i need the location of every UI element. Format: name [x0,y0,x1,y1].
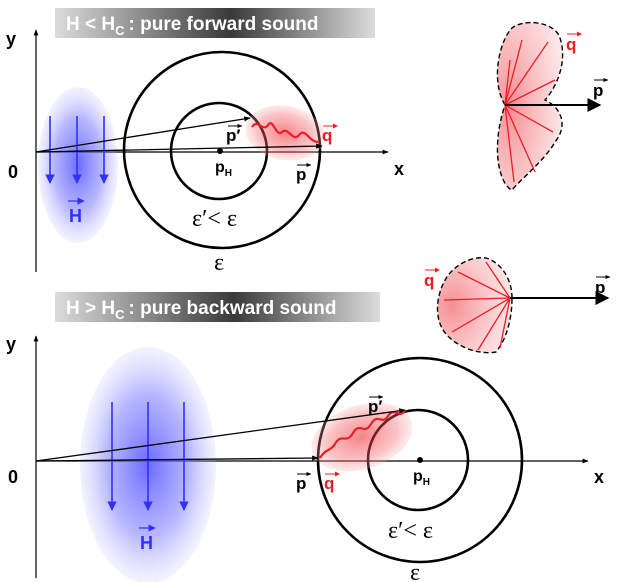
top-banner [55,8,375,38]
top-p-prime-vector [35,116,251,153]
top-p-prime-label: p′ [226,126,240,145]
top-lobe-shape [496,21,564,191]
top-p-vector [35,143,323,153]
top-origin-label: 0 [8,162,18,182]
top-p-label: p [296,165,306,184]
bottom-origin-label: 0 [8,467,18,487]
bottom-banner-text: H > HC: pure backward sound [66,298,336,322]
bottom-p-prime-label: p′ [368,397,382,416]
top-lobe-inset: p q [496,21,609,191]
top-phonon-path [251,122,319,144]
bottom-y-label: y [6,334,16,354]
bottom-panel: H > HC: pure backward sound y x 0 H pH p… [6,257,611,582]
top-lobe-q-label: q [566,35,576,54]
bottom-field-vector-label: H [140,533,153,553]
bottom-q-label: q [324,474,334,493]
bottom-phonon-region [311,402,413,472]
bottom-p-label: p [296,474,306,493]
bottom-phonon-path [319,409,406,459]
top-banner-text: H < HC: pure forward sound [66,14,319,38]
top-pH-dot [217,148,223,154]
top-phonon-region [245,105,325,161]
top-panel: H < HC: pure forward sound y x 0 H pH p′… [6,8,609,276]
top-lobe-rays [504,39,556,183]
top-field-region [38,87,118,243]
top-x-label: x [394,159,404,179]
bottom-outer-energy-label: ε [410,560,420,582]
top-lobe-p-label: p [593,81,603,100]
bottom-banner [55,292,380,322]
bottom-inner-energy-label: ε′< ε [388,518,433,544]
top-q-label: q [322,126,332,145]
top-inner-energy-label: ε′< ε [192,206,237,232]
top-pH-label: pH [215,159,232,179]
bottom-p-vector [35,455,319,462]
bottom-lobe-rays [443,261,511,351]
bottom-lobe-shape [436,257,513,354]
top-outer-energy-label: ε [214,250,224,276]
bottom-pH-label: pH [413,468,430,488]
bottom-lobe-p-label: p [595,278,605,297]
bottom-pH-dot [417,457,423,463]
top-y-label: y [6,29,16,49]
bottom-lobe-q-label: q [424,271,434,290]
top-field-vector-label: H [69,206,82,226]
bottom-p-prime-vector [35,408,406,462]
bottom-x-label: x [594,467,604,487]
bottom-lobe-inset: p q [424,257,611,354]
